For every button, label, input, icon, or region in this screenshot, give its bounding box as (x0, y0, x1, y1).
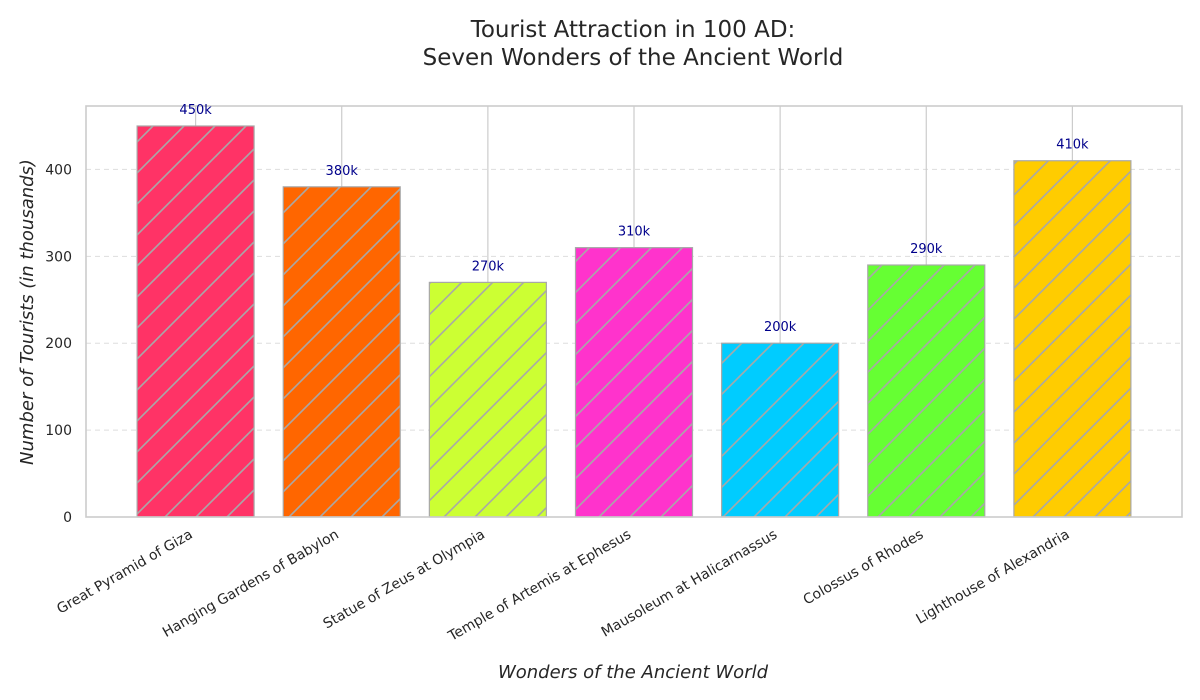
bar-hatch (136, 125, 255, 518)
bar-hatch (428, 281, 547, 518)
x-tick-label: Great Pyramid of Giza (54, 527, 195, 618)
value-label: 200k (764, 320, 797, 335)
y-tick-label: 300 (45, 249, 72, 265)
bar-hatch (1013, 160, 1132, 518)
y-tick-labels: 0 100 200 300 400 (45, 162, 72, 526)
chart-title-line-1: Tourist Attraction in 100 AD: (470, 17, 796, 43)
chart-title-line-2: Seven Wonders of the Ancient World (423, 45, 844, 71)
value-label: 270k (472, 259, 505, 274)
plot-frame (85, 105, 1183, 518)
bar-layer (136, 125, 1132, 518)
value-label: 380k (326, 164, 359, 179)
bar-hatch (721, 342, 840, 518)
y-tick-label: 200 (45, 336, 72, 352)
x-axis-label: Wonders of the Ancient World (498, 662, 769, 683)
y-tick-label: 100 (45, 423, 72, 439)
y-tick-label: 0 (63, 510, 72, 526)
value-label: 310k (618, 225, 651, 240)
bar-hatch (282, 186, 401, 518)
bar-hatch (574, 247, 694, 518)
x-tick-label: Statue of Zeus at Olympia (321, 527, 488, 633)
value-label: 410k (1056, 138, 1089, 153)
value-label: 290k (910, 242, 943, 257)
y-tick-label: 400 (45, 162, 72, 178)
value-labels: 450k 380k 270k 310k 200k 290k 410k (179, 103, 1089, 335)
value-label: 450k (179, 103, 212, 118)
x-tick-label: Colossus of Rhodes (801, 527, 927, 609)
x-tick-label: Lighthouse of Alexandria (914, 527, 1073, 628)
bar-hatch (867, 264, 986, 518)
y-axis-label: Number of Tourists (in thousands) (17, 159, 38, 465)
